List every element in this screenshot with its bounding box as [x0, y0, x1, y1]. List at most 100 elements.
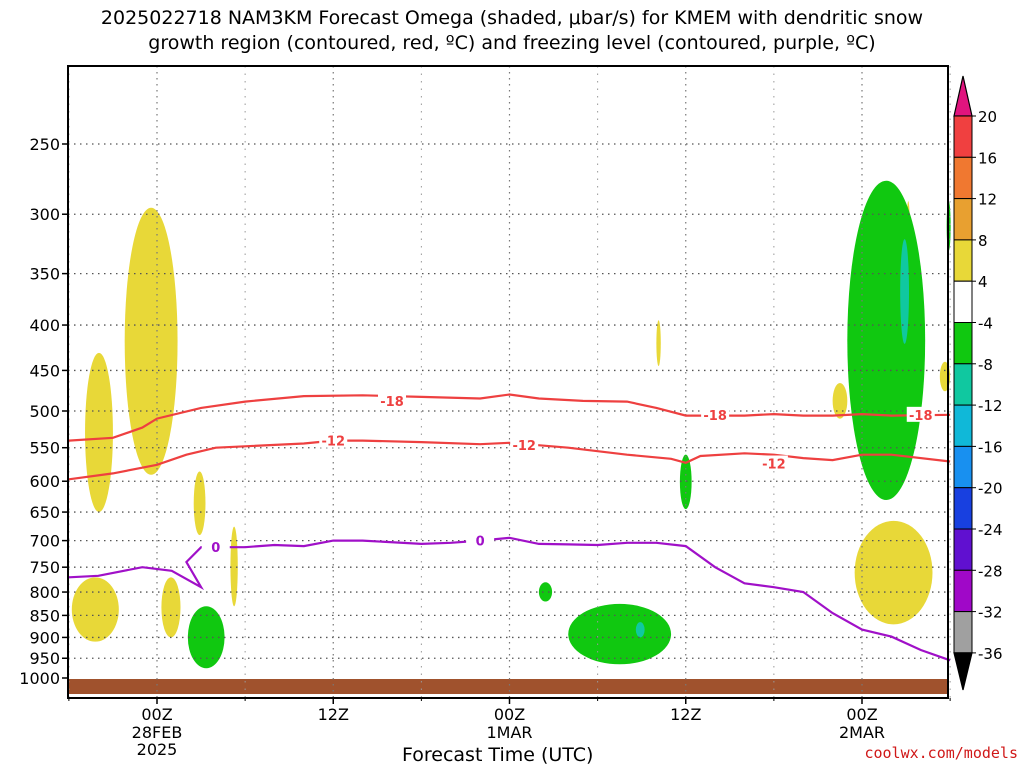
credit-link[interactable]: coolwx.com/models	[864, 744, 1018, 762]
pressure-axis: 250 300 350 400 450 500 550 600 650 700 750 800 850 9…	[19, 135, 68, 688]
y-tick-label: 500	[29, 402, 60, 421]
gridlines	[68, 66, 951, 698]
colorbar-segment	[953, 322, 973, 365]
y-tick-label: 950	[29, 649, 60, 668]
contours: -18 -18 -18 -12 -12 -12 0 0	[68, 392, 951, 662]
colorbar-label: -8	[978, 356, 993, 374]
colorbar-top-arrow	[953, 75, 973, 117]
colorbar-label: -4	[978, 315, 993, 333]
colorbar-segment	[953, 528, 973, 571]
omega-region-12	[538, 582, 553, 602]
contour-label-bg	[759, 455, 788, 471]
colorbar-segment	[953, 239, 973, 282]
colorbar-label: -12	[978, 397, 1003, 415]
y-tick-label: 250	[29, 135, 60, 154]
y-tick-label: 450	[29, 361, 60, 380]
omega-region-17	[635, 622, 645, 638]
colorbar-label: -28	[978, 562, 1003, 580]
omega-region-4	[161, 577, 181, 638]
y-tick-label: 700	[29, 532, 60, 551]
colorbar: 20 16 12 8 4 -4 -8 -12 -16 -20 -24 -28 -32 -36	[953, 75, 1003, 691]
contour-line-1	[68, 439, 951, 481]
y-tick-label: 400	[29, 316, 60, 335]
contour-label-bg	[319, 432, 348, 448]
contour-label-bg	[701, 406, 730, 422]
colorbar-segment	[953, 115, 973, 158]
contour-label: 0	[211, 541, 220, 556]
contour-label-bg	[510, 436, 539, 452]
colorbar-label: 4	[978, 273, 988, 291]
contour-label: -18	[703, 409, 727, 424]
colorbar-segment	[953, 198, 973, 241]
colorbar-label: 12	[978, 191, 997, 209]
x-tick-label: 12Z	[318, 705, 349, 724]
colorbar-segment	[953, 445, 973, 489]
colorbar-label: 16	[978, 149, 997, 167]
x-tick-label: 00Z	[494, 705, 525, 724]
omega-region-14	[679, 454, 692, 510]
contour-label: -12	[512, 439, 536, 454]
contour-line-0	[68, 393, 951, 442]
omega-region-1	[71, 577, 119, 642]
contour-line-2	[68, 536, 951, 662]
y-tick-label: 1000	[19, 669, 60, 688]
colorbar-segment	[953, 569, 973, 613]
contour-label-bg	[906, 406, 935, 422]
colorbar-label: -36	[978, 645, 1003, 663]
y-tick-label: 350	[29, 265, 60, 284]
colorbar-segment	[953, 487, 973, 530]
omega-region-8	[854, 520, 933, 625]
omega-region-13	[568, 603, 672, 665]
x-tick-date: 28FEB	[132, 723, 183, 742]
y-tick-label: 600	[29, 472, 60, 491]
y-tick-label: 750	[29, 558, 60, 577]
colorbar-segment	[953, 404, 973, 447]
colorbar-segment	[953, 280, 973, 324]
colorbar-label: -32	[978, 604, 1003, 622]
colorbar-segment	[953, 363, 973, 406]
colorbar-segment	[953, 611, 973, 654]
terrain-band	[68, 679, 948, 694]
omega-region-3	[193, 471, 206, 536]
chart-title-line-2: growth region (contoured, red, ºC) and f…	[148, 32, 876, 54]
omega-region-5	[230, 526, 238, 607]
contour-label: -18	[380, 395, 404, 410]
omega-shading	[71, 180, 951, 669]
contour-label: -18	[909, 409, 933, 424]
colorbar-label: -16	[978, 438, 1003, 456]
contour-label: -12	[322, 435, 346, 450]
omega-region-15	[847, 180, 926, 501]
terrain-layer	[68, 679, 948, 694]
contour-label-bg	[201, 539, 230, 555]
omega-region-18	[900, 239, 909, 344]
x-tick-label: 12Z	[670, 705, 701, 724]
colorbar-segment	[953, 156, 973, 200]
x-axis-label: Forecast Time (UTC)	[402, 744, 594, 766]
contour-label-bg	[378, 392, 406, 408]
contour-label: 0	[476, 535, 485, 550]
x-tick-year: 2025	[137, 740, 178, 759]
x-tick-label: 00Z	[846, 705, 877, 724]
y-tick-label: 900	[29, 628, 60, 647]
y-tick-label: 650	[29, 503, 60, 522]
colorbar-label: -24	[978, 521, 1003, 539]
x-tick-label: 00Z	[141, 705, 172, 724]
colorbar-label: 8	[978, 232, 988, 250]
x-tick-date: 1MAR	[486, 723, 532, 742]
omega-region-7	[832, 383, 848, 419]
chart-title-line-1: 2025022718 NAM3KM Forecast Omega (shaded…	[100, 7, 924, 29]
colorbar-label: 20	[978, 108, 997, 126]
y-tick-label: 550	[29, 439, 60, 458]
y-tick-label: 800	[29, 583, 60, 602]
y-tick-label: 300	[29, 205, 60, 224]
x-tick-date: 2MAR	[839, 723, 885, 742]
colorbar-label: -20	[978, 480, 1003, 498]
contour-label-bg	[466, 532, 495, 548]
colorbar-bottom-arrow	[953, 652, 973, 691]
omega-region-6	[656, 320, 661, 367]
y-tick-label: 850	[29, 606, 60, 625]
plot-frame	[67, 65, 949, 699]
contour-label: -12	[762, 457, 786, 472]
